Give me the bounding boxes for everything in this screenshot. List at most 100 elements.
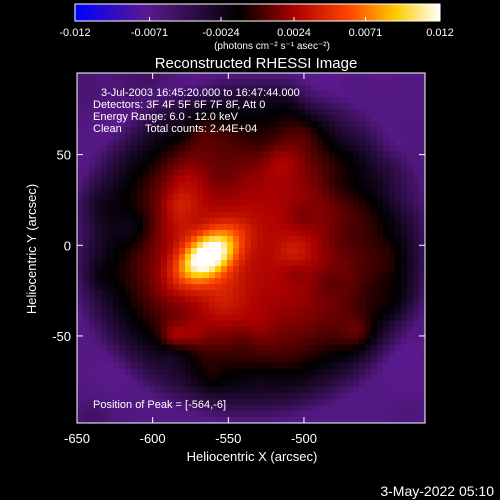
- heatmap-cell: [101, 175, 108, 183]
- heatmap-cell: [245, 115, 252, 122]
- heatmap-cell: [389, 157, 396, 165]
- heatmap-cell: [395, 362, 402, 370]
- heatmap-cell: [293, 302, 300, 309]
- heatmap-cell: [143, 404, 150, 412]
- heatmap-cell: [113, 157, 120, 165]
- heatmap-cell: [185, 272, 192, 279]
- heatmap-cell: [173, 272, 180, 279]
- heatmap-cell: [113, 368, 120, 376]
- heatmap-cell: [239, 97, 246, 104]
- heatmap-cell: [311, 254, 318, 261]
- heatmap-cell: [263, 278, 270, 285]
- heatmap-cell: [143, 374, 150, 382]
- heatmap-cell: [167, 175, 174, 183]
- heatmap-cell: [419, 229, 425, 237]
- heatmap-cell: [119, 211, 126, 219]
- heatmap-cell: [329, 266, 336, 273]
- heatmap-cell: [281, 272, 288, 279]
- heatmap-cell: [95, 350, 102, 358]
- heatmap-cell: [401, 133, 408, 140]
- heatmap-cell: [299, 187, 306, 195]
- heatmap-cell: [137, 139, 144, 147]
- heatmap-cell: [323, 332, 330, 340]
- heatmap-cell: [317, 175, 324, 183]
- heatmap-cell: [191, 211, 198, 219]
- heatmap-cell: [203, 278, 210, 285]
- heatmap-cell: [347, 344, 354, 352]
- heatmap-cell: [281, 338, 288, 346]
- heatmap-cell: [383, 163, 390, 171]
- heatmap-cell: [383, 296, 390, 303]
- heatmap-cell: [335, 181, 342, 189]
- heatmap-cell: [335, 356, 342, 364]
- heatmap-cell: [407, 223, 414, 231]
- heatmap-cell: [419, 187, 425, 195]
- heatmap-cell: [317, 392, 324, 400]
- heatmap-cell: [263, 410, 270, 418]
- heatmap-cell: [221, 133, 228, 140]
- heatmap-cell: [221, 235, 228, 243]
- heatmap-cell: [89, 308, 96, 315]
- heatmap-cell: [245, 386, 252, 394]
- heatmap-cell: [173, 338, 180, 346]
- heatmap-cell: [407, 121, 414, 128]
- heatmap-cell: [239, 260, 246, 267]
- heatmap-cell: [275, 187, 282, 195]
- heatmap-cell: [353, 284, 360, 291]
- heatmap-cell: [341, 386, 348, 394]
- heatmap-cell: [203, 290, 210, 297]
- heatmap-cell: [161, 151, 168, 159]
- heatmap-cell: [191, 163, 198, 171]
- heatmap-cell: [401, 187, 408, 195]
- heatmap-cell: [317, 151, 324, 159]
- heatmap-cell: [83, 169, 90, 177]
- heatmap-cell: [101, 97, 108, 104]
- heatmap-cell: [77, 235, 84, 243]
- heatmap-cell: [395, 296, 402, 303]
- heatmap-cell: [107, 109, 114, 116]
- heatmap-cell: [305, 326, 312, 334]
- heatmap-cell: [245, 290, 252, 297]
- heatmap-cell: [251, 229, 258, 237]
- heatmap-cell: [251, 163, 258, 171]
- heatmap-cell: [383, 145, 390, 153]
- heatmap-cell: [311, 115, 318, 122]
- heatmap-cell: [257, 157, 264, 165]
- heatmap-cell: [113, 350, 120, 358]
- heatmap-cell: [269, 410, 276, 418]
- heatmap-cell: [227, 103, 234, 110]
- heatmap-cell: [311, 320, 318, 328]
- heatmap-cell: [125, 272, 132, 279]
- heatmap-cell: [167, 133, 174, 140]
- heatmap-cell: [95, 410, 102, 418]
- heatmap-cell: [245, 211, 252, 219]
- heatmap-cell: [101, 254, 108, 261]
- heatmap-cell: [89, 278, 96, 285]
- heatmap-cell: [89, 181, 96, 189]
- heatmap-cell: [389, 314, 396, 322]
- heatmap-cell: [311, 235, 318, 243]
- heatmap-cell: [311, 356, 318, 364]
- heatmap-cell: [287, 344, 294, 352]
- heatmap-cell: [413, 169, 420, 177]
- heatmap-cell: [407, 79, 414, 86]
- heatmap-cell: [143, 260, 150, 267]
- heatmap-cell: [395, 308, 402, 315]
- heatmap-cell: [137, 115, 144, 122]
- heatmap-cell: [77, 398, 84, 406]
- heatmap-cell: [419, 91, 425, 98]
- heatmap-cell: [161, 133, 168, 140]
- heatmap-cell: [161, 350, 168, 358]
- heatmap-cell: [245, 145, 252, 153]
- heatmap-cell: [107, 127, 114, 134]
- heatmap-cell: [107, 115, 114, 122]
- heatmap-cell: [143, 254, 150, 261]
- heatmap-cell: [371, 278, 378, 285]
- heatmap-cell: [155, 169, 162, 177]
- heatmap-cell: [353, 380, 360, 388]
- heatmap-cell: [245, 332, 252, 340]
- heatmap-cell: [185, 211, 192, 219]
- heatmap-cell: [371, 248, 378, 255]
- heatmap-cell: [419, 79, 425, 86]
- heatmap-cell: [371, 410, 378, 418]
